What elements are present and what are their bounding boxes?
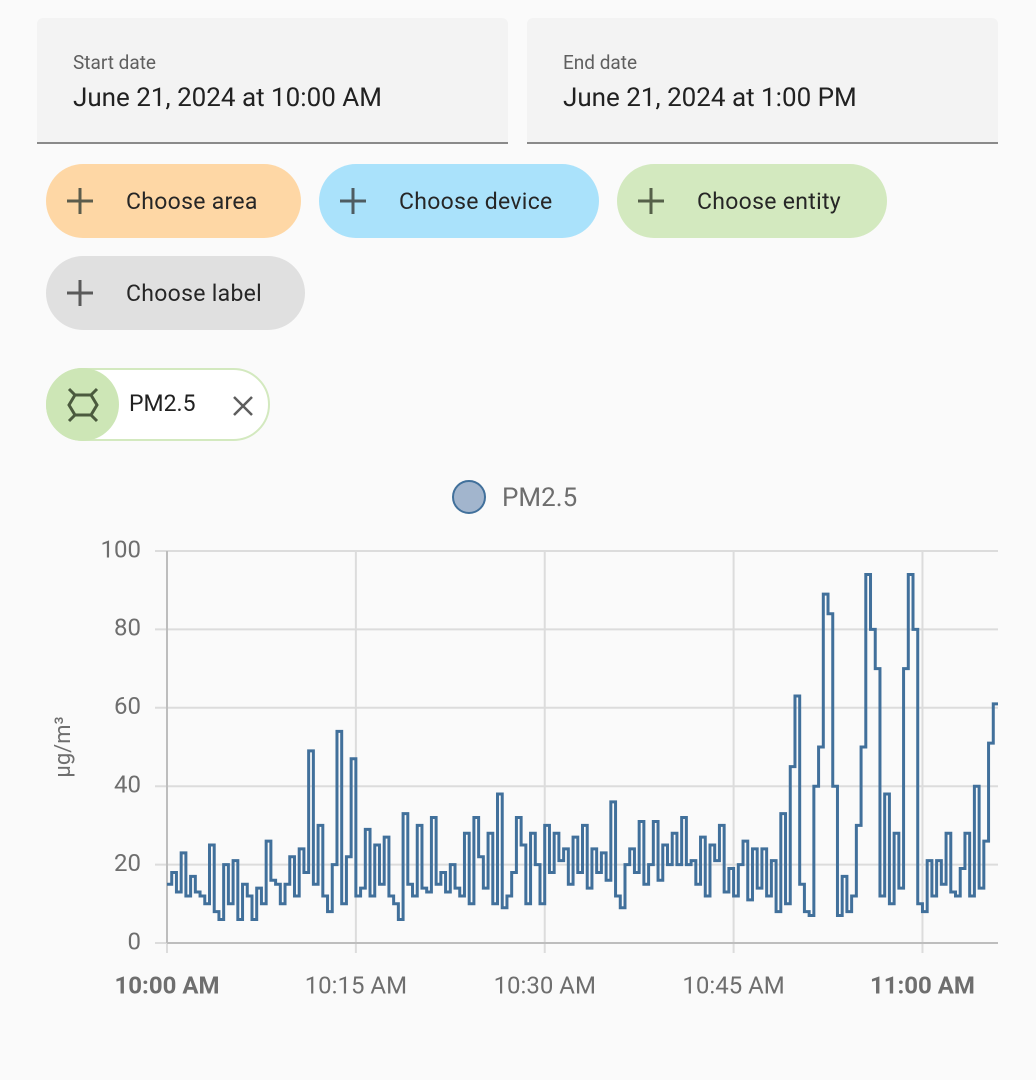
y-tick-label: 20 [114, 849, 141, 877]
selected-entity-chip[interactable]: PM2.5 [46, 368, 270, 441]
x-tick-label: 10:45 AM [682, 971, 784, 999]
remove-button[interactable] [232, 395, 254, 417]
plus-icon [67, 188, 93, 214]
plus-icon [67, 280, 93, 306]
y-tick-label: 0 [128, 927, 142, 955]
x-tick-label: 10:15 AM [305, 971, 407, 999]
choose-entity-chip[interactable]: Choose entity [617, 164, 887, 238]
molecule-icon [66, 387, 99, 422]
choose-area-chip[interactable]: Choose area [46, 164, 301, 238]
y-tick-label: 100 [101, 535, 141, 563]
end-date-field[interactable]: End date June 21, 2024 at 1:00 PM [527, 18, 998, 144]
y-axis-label: µg/m³ [51, 716, 76, 777]
choose-device-chip[interactable]: Choose device [319, 164, 599, 238]
field-value: June 21, 2024 at 10:00 AM [73, 83, 382, 113]
chip-label: Choose area [126, 187, 258, 215]
start-date-field[interactable]: Start date June 21, 2024 at 10:00 AM [37, 18, 508, 144]
field-label: End date [563, 51, 638, 74]
choose-label-chip[interactable]: Choose label [46, 256, 305, 330]
plus-icon [638, 188, 664, 214]
y-tick-label: 40 [114, 771, 141, 799]
chip-label: Choose device [399, 187, 553, 215]
field-label: Start date [73, 51, 157, 74]
y-tick-label: 60 [114, 692, 141, 720]
data-line [167, 573, 998, 921]
x-tick-label: 10:00 AM [115, 971, 220, 999]
legend-swatch [452, 480, 486, 514]
y-tick-label: 80 [114, 614, 141, 642]
plus-icon [340, 188, 366, 214]
chip-label: Choose entity [697, 187, 841, 215]
field-value: June 21, 2024 at 1:00 PM [563, 83, 857, 113]
chip-label: Choose label [126, 279, 263, 307]
legend-label: PM2.5 [502, 483, 577, 513]
x-tick-label: 10:30 AM [494, 971, 596, 999]
entity-icon [46, 368, 119, 441]
entity-name: PM2.5 [129, 390, 196, 417]
chart: PM2.5 µg/m³ 0 20 40 60 80 100 10:00 AM 10:15 AM 10… [51, 480, 998, 999]
x-tick-label: 11:00 AM [870, 971, 975, 999]
